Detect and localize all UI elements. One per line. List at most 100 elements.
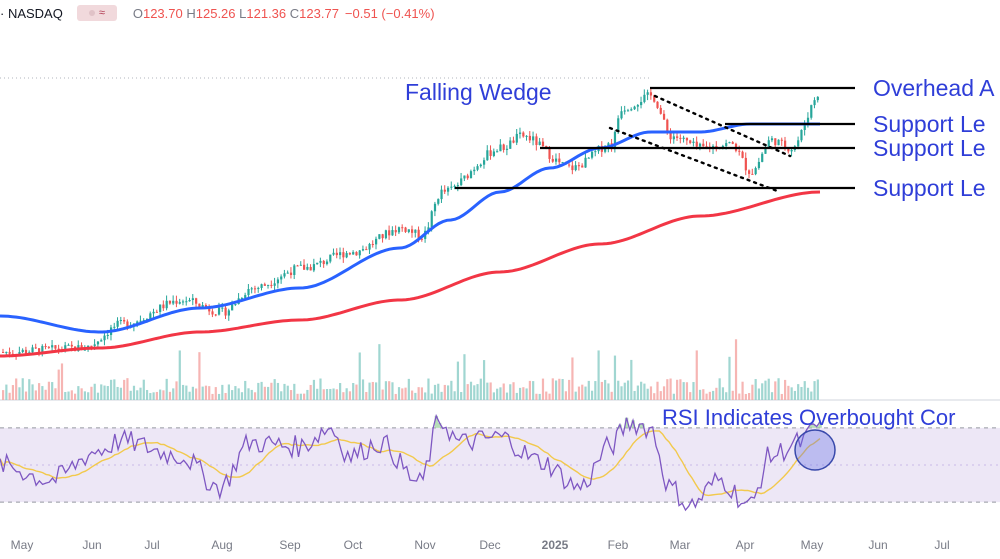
rsi-overbought-fill bbox=[811, 424, 816, 428]
candle-body bbox=[211, 311, 214, 315]
volume-bar bbox=[73, 393, 77, 400]
volume-bar bbox=[103, 385, 106, 400]
candle-body bbox=[100, 340, 103, 342]
candle-body bbox=[286, 272, 289, 274]
x-axis-label: Sep bbox=[279, 538, 301, 552]
volume-bar bbox=[545, 391, 548, 400]
volume-bar bbox=[613, 355, 617, 400]
candle-body bbox=[679, 137, 682, 139]
wave-icon[interactable]: ≈ bbox=[76, 5, 117, 21]
volume-bar bbox=[548, 393, 551, 400]
volume-bar bbox=[600, 381, 603, 400]
candle-body bbox=[584, 157, 587, 168]
candle-body bbox=[31, 347, 34, 353]
candle-body bbox=[195, 298, 198, 304]
candle-body bbox=[358, 250, 361, 256]
volume-bar bbox=[358, 352, 361, 400]
candle-body bbox=[463, 175, 466, 179]
volume-bar bbox=[535, 393, 538, 400]
candle-body bbox=[113, 326, 116, 328]
candle-body bbox=[777, 139, 780, 146]
candle-body bbox=[96, 341, 100, 345]
candle-body bbox=[577, 165, 581, 167]
candle-body bbox=[492, 151, 495, 156]
volume-bar bbox=[234, 386, 237, 400]
candle-body bbox=[813, 100, 816, 106]
volume-bar bbox=[208, 386, 211, 400]
candle-body bbox=[2, 352, 5, 353]
volume-bar bbox=[11, 385, 15, 400]
open-label: O bbox=[132, 5, 143, 21]
candle-body bbox=[165, 300, 168, 309]
volume-bar bbox=[214, 387, 217, 400]
volume-bar bbox=[587, 380, 590, 400]
candle-body bbox=[384, 230, 388, 239]
volume-bar bbox=[532, 381, 535, 400]
volume-bar bbox=[37, 383, 41, 400]
volume-bar bbox=[394, 393, 397, 400]
candle-body bbox=[604, 147, 607, 152]
candle-body bbox=[257, 287, 260, 289]
volume-bar bbox=[473, 385, 476, 400]
candle-body bbox=[168, 300, 172, 304]
candle-body bbox=[587, 157, 590, 159]
volume-bar bbox=[168, 391, 172, 400]
volume-bar bbox=[453, 391, 456, 400]
candle-body bbox=[479, 164, 482, 167]
volume-bar bbox=[273, 379, 276, 400]
volume-bar bbox=[643, 383, 646, 400]
change-value: −0.51 (−0.41%) bbox=[344, 5, 435, 21]
volume-bar bbox=[329, 388, 332, 400]
volume-bar bbox=[774, 381, 777, 400]
candle-body bbox=[159, 304, 162, 312]
x-axis-label: Apr bbox=[736, 538, 755, 552]
overhead-label: Overhead A bbox=[873, 75, 995, 101]
x-axis-label: 2025 bbox=[542, 538, 569, 552]
volume-bar bbox=[751, 384, 754, 400]
candle-body bbox=[440, 189, 443, 200]
volume-bar bbox=[417, 387, 420, 400]
candle-body bbox=[335, 252, 338, 256]
candle-body bbox=[208, 307, 211, 312]
volume-bar bbox=[633, 390, 636, 400]
low-value: 121.36 bbox=[246, 5, 287, 21]
candle-body bbox=[5, 351, 8, 353]
volume-bar bbox=[368, 382, 371, 400]
candle-body bbox=[67, 344, 70, 346]
volume-bar bbox=[715, 387, 718, 400]
candle-body bbox=[806, 117, 810, 125]
support-label-3: Support Le bbox=[873, 175, 986, 201]
x-axis-label: Aug bbox=[211, 538, 232, 552]
volume-bar bbox=[371, 381, 374, 400]
volume-bar bbox=[123, 379, 126, 400]
candle-body bbox=[692, 141, 695, 144]
volume-bar bbox=[597, 350, 600, 400]
rsi-overbought-fill bbox=[631, 420, 635, 428]
volume-bar bbox=[263, 386, 266, 400]
candle-body bbox=[280, 276, 283, 280]
volume-bar bbox=[653, 393, 656, 400]
volume-bar bbox=[676, 379, 679, 400]
volume-bar bbox=[761, 383, 764, 400]
volume-bar bbox=[525, 388, 528, 400]
volume-bar bbox=[388, 381, 391, 400]
candle-body bbox=[705, 146, 708, 148]
candle-body bbox=[613, 131, 617, 148]
candle-body bbox=[672, 136, 675, 140]
candle-body bbox=[689, 140, 692, 144]
volume-bar bbox=[83, 391, 86, 400]
rsi-overbought-fill bbox=[808, 424, 812, 428]
volume-bar bbox=[378, 344, 381, 400]
volume-bar bbox=[414, 392, 417, 400]
volume-bar bbox=[440, 391, 443, 400]
volume-bar bbox=[90, 386, 93, 400]
candle-body bbox=[316, 262, 319, 265]
candle-body bbox=[512, 140, 515, 143]
candle-body bbox=[34, 347, 37, 349]
support-label-2: Support Le bbox=[873, 135, 986, 161]
volume-bar bbox=[325, 389, 329, 400]
x-axis-label: Oct bbox=[344, 538, 363, 552]
candle-body bbox=[571, 165, 574, 171]
candle-body bbox=[502, 144, 505, 150]
